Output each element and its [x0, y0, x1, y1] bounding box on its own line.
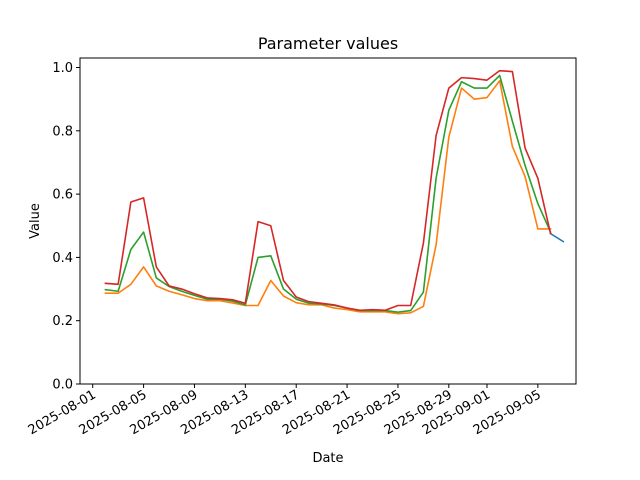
series-line-4	[104, 69, 552, 312]
y-tick-label: 0.4	[52, 251, 73, 266]
y-tick-label: 1.0	[52, 61, 73, 76]
y-axis: 0.0 0.2 0.4 0.6 0.8 1.0	[52, 61, 80, 393]
x-axis-title: Date	[312, 451, 343, 466]
series-layer	[104, 69, 565, 315]
y-tick-label: 0.8	[52, 124, 73, 139]
y-tick-label: 0.6	[52, 188, 73, 203]
series-line-2	[104, 79, 552, 315]
y-tick-label: 0.2	[52, 314, 73, 329]
series-line-1	[549, 232, 565, 243]
chart-title: Parameter values	[258, 34, 398, 53]
plot-frame	[79, 57, 577, 385]
plot-area	[80, 58, 576, 384]
y-axis-title: Value	[28, 203, 43, 239]
y-tick-label: 0.0	[52, 378, 73, 393]
